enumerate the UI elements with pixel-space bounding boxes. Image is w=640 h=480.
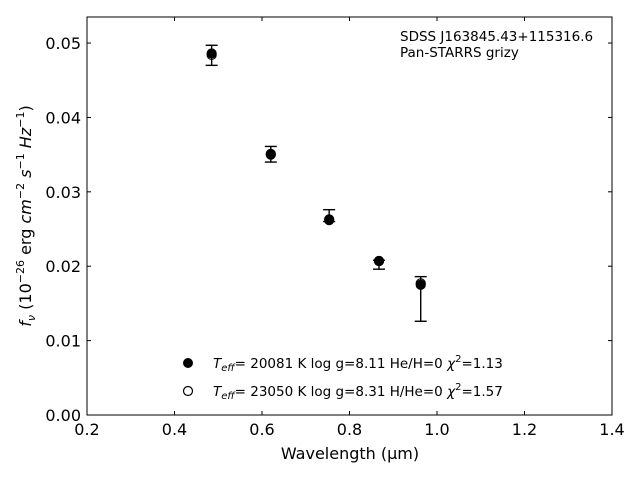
x-tick-label: 1.4 <box>599 420 624 439</box>
model-point-open <box>415 278 426 289</box>
annotation-line-1: SDSS J163845.43+115316.6 <box>400 29 593 45</box>
model-point-open <box>324 214 335 225</box>
y-tick-label: 0.02 <box>45 257 81 276</box>
y-tick-label: 0.00 <box>45 406 81 425</box>
legend-marker-open <box>182 385 194 397</box>
x-tick-label: 0.4 <box>162 420 187 439</box>
legend-marker-filled <box>183 358 193 368</box>
model-point-open <box>265 149 276 160</box>
legend-label-filled: Teff= 20081 K log g=8.11 He/H=0 χ2=1.13 <box>213 354 503 374</box>
annotation-line-2: Pan-STARRS grizy <box>400 45 519 61</box>
x-tick-label: 1.2 <box>512 420 537 439</box>
legend: Teff= 20081 K log g=8.11 He/H=0 χ2=1.13 … <box>182 354 503 402</box>
x-tick-label: 0.6 <box>249 420 274 439</box>
x-tick-label: 1.0 <box>424 420 449 439</box>
legend-label-open: Teff= 23050 K log g=8.31 H/He=0 χ2=1.57 <box>213 382 503 402</box>
x-tick-label: 0.8 <box>337 420 362 439</box>
x-tick-label: 0.2 <box>74 420 99 439</box>
ticks <box>86 17 613 416</box>
y-axis-label: fν (10−26 erg cm−2 s−1 Hz−1) <box>14 105 38 326</box>
y-tick-label: 0.04 <box>45 108 81 127</box>
y-tick-label: 0.03 <box>45 183 81 202</box>
y-tick-label: 0.05 <box>45 34 81 53</box>
errorbars <box>205 44 427 322</box>
model-point-open <box>373 255 385 267</box>
markers <box>206 48 426 290</box>
model-point-open <box>206 49 217 61</box>
y-tick-label: 0.01 <box>45 332 81 351</box>
tick-labels: 0.2 0.4 0.6 0.8 1.0 1.2 1.4 0.00 0.01 0.02 0.03 0.0… <box>45 34 624 439</box>
x-axis-label: Wavelength (μm) <box>281 444 419 463</box>
